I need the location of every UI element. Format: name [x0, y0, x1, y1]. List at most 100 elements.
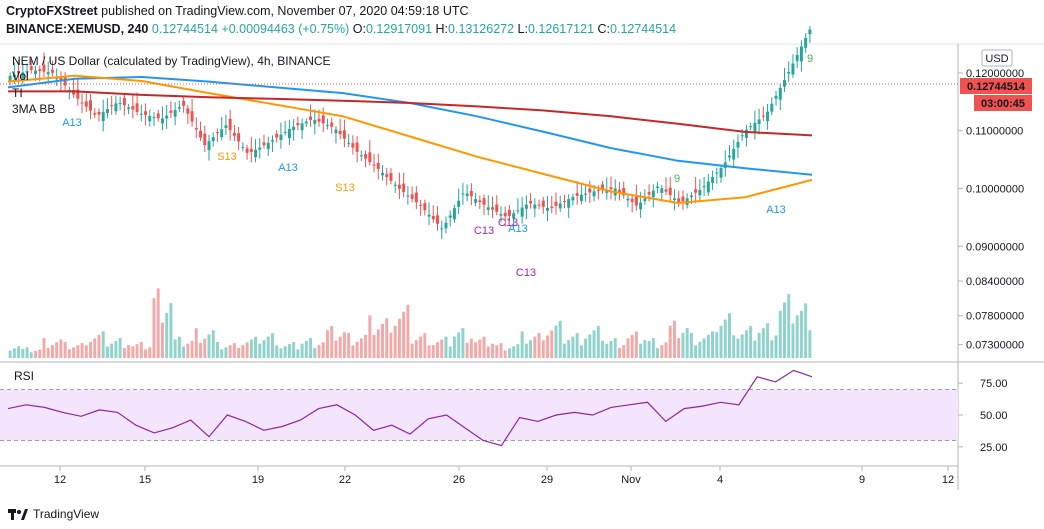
volume-bar	[135, 344, 139, 358]
volume-bar	[630, 334, 634, 358]
td-label: A13	[278, 162, 298, 174]
price-tick-label: 0.08400000	[966, 276, 1024, 288]
volume-bar	[516, 344, 520, 358]
candle-body	[774, 95, 778, 99]
countdown-text: 03:00:45	[981, 98, 1025, 110]
volume-bar	[402, 311, 406, 358]
volume-bar	[338, 336, 342, 358]
time-axis: 12 15 19 22 26 29 Nov 4 9 12	[54, 466, 954, 486]
candle-body	[194, 127, 198, 130]
candle-body	[571, 197, 575, 201]
volume-bar	[719, 325, 723, 358]
volume-bar	[668, 325, 672, 358]
time-tick-label: 29	[541, 474, 553, 486]
volume-bar	[393, 325, 397, 358]
volume-bar	[105, 346, 109, 358]
volume-bar	[296, 349, 300, 358]
time-tick-label: 12	[54, 474, 66, 486]
volume-bar	[50, 345, 54, 358]
volume-bar	[381, 323, 384, 358]
publisher-name[interactable]: CryptoFXStreet	[6, 4, 98, 18]
rsi-band	[0, 389, 958, 441]
volume-bar	[626, 338, 630, 358]
td-label: A13	[508, 223, 528, 235]
price-tick-label: 0.11000000	[966, 126, 1023, 138]
volume-bar	[17, 346, 21, 358]
candle-body	[169, 110, 173, 113]
candle-body	[592, 191, 596, 197]
time-tick-label: 9	[859, 474, 865, 486]
volume-bar	[67, 349, 71, 358]
candle-body	[232, 132, 236, 136]
candle-body	[486, 207, 490, 210]
volume-bar	[486, 346, 490, 358]
volume-bar	[457, 332, 461, 358]
volume-bar	[97, 334, 101, 358]
volume-bar	[245, 342, 249, 358]
candle-body	[465, 193, 469, 196]
volume-bar	[190, 340, 194, 358]
candle-body	[105, 109, 109, 114]
volume-bar	[326, 330, 329, 358]
volume-bar	[711, 331, 715, 358]
volume-bar	[706, 334, 710, 358]
volume-bar	[249, 339, 253, 358]
candle-body	[385, 174, 389, 177]
candle-body	[313, 119, 317, 124]
volume-bar	[372, 335, 376, 358]
candle-body	[84, 101, 88, 107]
volume-bar	[258, 343, 262, 358]
volume-bar	[211, 330, 215, 358]
volume-bar	[29, 352, 33, 358]
volume-bar	[55, 342, 59, 358]
candlesticks	[8, 26, 812, 240]
candle-body	[550, 206, 554, 209]
candle-body	[228, 118, 232, 131]
rsi-tick-label: 50.00	[980, 410, 1008, 422]
candle-body	[766, 111, 770, 122]
volume-bar	[605, 343, 609, 358]
candle-body	[694, 189, 698, 193]
volume-bar	[660, 345, 664, 358]
price-tick-label: 0.09000000	[966, 241, 1024, 253]
candle-body	[579, 194, 583, 201]
volume-bar	[72, 347, 76, 358]
candle-body	[499, 214, 503, 216]
volume-bar	[203, 338, 207, 358]
candle-body	[292, 126, 296, 131]
currency-box[interactable]	[981, 49, 1013, 67]
candle-body	[757, 119, 761, 125]
candle-body	[397, 184, 401, 189]
candle-body	[237, 133, 241, 142]
candle-body	[753, 122, 757, 133]
candle-body	[431, 215, 435, 220]
candle-body	[444, 222, 448, 229]
candle-body	[50, 69, 54, 73]
volume-bar	[42, 338, 46, 358]
candle-body	[469, 190, 473, 197]
candle-body	[639, 202, 643, 210]
volume-bar	[584, 338, 588, 358]
candle-body	[423, 203, 427, 211]
candle-body	[783, 79, 786, 87]
volume-bar	[275, 345, 279, 358]
candle-body	[12, 74, 16, 78]
candle-body	[139, 113, 143, 115]
candle-body	[304, 121, 308, 124]
symbol-label: BINANCE:XEMUSD, 240	[6, 22, 149, 36]
candle-body	[110, 105, 114, 107]
candle-body	[334, 129, 338, 134]
candle-body	[359, 155, 363, 157]
candle-body	[296, 123, 300, 126]
volume-bar	[351, 345, 355, 358]
tradingview-logo-icon	[8, 507, 28, 521]
volume-bar	[495, 345, 499, 358]
volume-bar	[414, 340, 418, 358]
tradingview-logo[interactable]: TradingView	[8, 507, 99, 521]
rsi-tick-label: 75.00	[980, 378, 1008, 390]
volume-bar	[554, 325, 558, 358]
candle-body	[507, 209, 511, 217]
volume-bar	[799, 311, 803, 358]
